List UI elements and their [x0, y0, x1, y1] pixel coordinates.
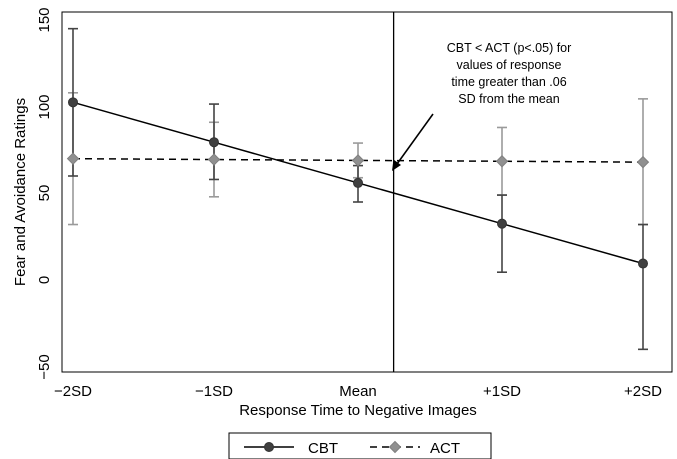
x-tick-label: Mean	[339, 383, 377, 400]
plot-frame	[61, 11, 673, 373]
y-tick-label: 0	[36, 276, 53, 284]
y-tick-label: 100	[36, 94, 53, 119]
data-point-act	[351, 154, 365, 167]
legend-item-cbt: CBT	[244, 440, 338, 457]
legend: CBT ACT	[228, 432, 492, 459]
annotation-arrow	[392, 113, 434, 171]
x-tick-label: +2SD	[624, 383, 662, 400]
data-point-cbt	[68, 97, 78, 108]
diamond-marker-icon	[388, 440, 402, 454]
data-point-act	[66, 152, 80, 165]
x-tick-label: −2SD	[54, 383, 92, 400]
data-point-cbt	[209, 137, 219, 148]
x-tick-label: +1SD	[483, 383, 521, 400]
data-point-cbt	[638, 258, 648, 269]
data-point-act	[207, 153, 221, 166]
y-axis-title: Fear and Avoidance Ratings	[12, 98, 29, 286]
annotation-line: time greater than .06	[451, 75, 566, 89]
x-tick-label: −1SD	[195, 383, 233, 400]
x-axis-title: Response Time to Negative Images	[239, 402, 477, 419]
annotation-line: SD from the mean	[458, 92, 559, 106]
legend-label: ACT	[430, 440, 460, 457]
annotation-line: CBT < ACT (p<.05) for	[447, 41, 572, 55]
circle-marker-icon	[264, 442, 274, 452]
legend-label: CBT	[308, 440, 338, 457]
y-tick-label: 50	[36, 185, 53, 202]
y-tick-label: 150	[36, 7, 53, 32]
data-point-cbt	[353, 177, 363, 188]
data-point-cbt	[497, 218, 507, 229]
data-point-act	[636, 155, 650, 169]
y-tick-label: −50	[36, 354, 53, 379]
legend-item-act: ACT	[370, 440, 460, 457]
data-point-act	[495, 155, 509, 168]
data-layer	[66, 27, 650, 351]
annotation-line: values of response	[457, 58, 562, 72]
